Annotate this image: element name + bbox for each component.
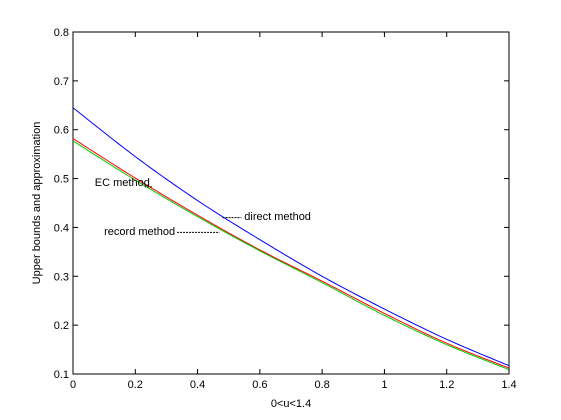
annotation-layer: EC method direct method record method <box>95 177 311 238</box>
y-tick-label: 0.1 <box>54 369 69 381</box>
x-tick-label: 0.8 <box>314 379 329 391</box>
y-tick-label: 0.4 <box>54 222 69 234</box>
plot-area <box>72 31 510 375</box>
x-axis-label: 0<u<1.4 <box>271 398 311 410</box>
x-tick-label: 1 <box>381 379 387 391</box>
y-tick-label: 0.5 <box>54 174 69 186</box>
annotation-record-method: record method <box>104 226 175 238</box>
series-line-direct-method <box>72 107 510 367</box>
x-tick-label: 0.2 <box>128 379 143 391</box>
y-axis-label: Upper bounds and approximation <box>31 122 43 285</box>
y-tick-label: 0.7 <box>54 76 69 88</box>
y-tick-label: 0.2 <box>54 320 69 332</box>
series-line-ec-method <box>72 138 510 369</box>
x-tick-label: 0.6 <box>252 379 267 391</box>
series-layer <box>72 107 510 371</box>
annotation-ec-method: EC method <box>95 177 150 189</box>
ticks-layer: 0 0.2 0.4 0.6 0.8 1 1.2 1.4 0.1 0.2 0.3 0.4 0.5 0.6 0.… <box>54 27 517 391</box>
x-tick-label: 0.4 <box>190 379 205 391</box>
x-tick-label: 0 <box>70 379 76 391</box>
series-line-record-method <box>72 140 510 371</box>
y-tick-label: 0.6 <box>54 125 69 137</box>
y-tick-label: 0.3 <box>54 271 69 283</box>
annotation-direct-method: direct method <box>244 211 311 223</box>
x-tick-label: 1.4 <box>501 379 516 391</box>
y-tick-label: 0.8 <box>54 27 69 39</box>
x-tick-label: 1.2 <box>439 379 454 391</box>
